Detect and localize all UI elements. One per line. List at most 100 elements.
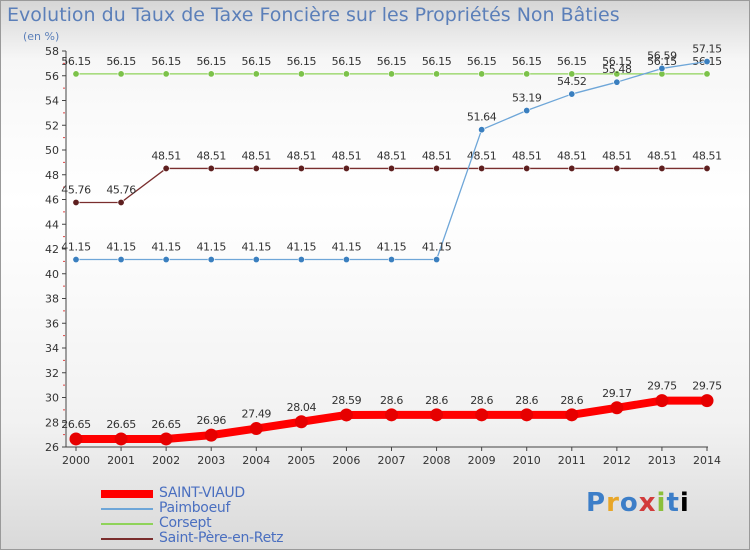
data-label-corsept: 56.15 (106, 55, 136, 68)
data-point-paimboeuf (252, 256, 260, 264)
y-tick-label: 52 (45, 119, 59, 132)
data-point-paimboeuf (703, 58, 711, 66)
data-point-saint-p-re-en-retz (613, 164, 621, 172)
y-tick-label: 42 (45, 243, 59, 256)
data-point-paimboeuf (523, 107, 531, 115)
data-point-saint-p-re-en-retz (72, 198, 80, 206)
x-tick-label: 2006 (332, 454, 360, 467)
x-tick-label: 2007 (378, 454, 406, 467)
data-label-corsept: 56.15 (242, 55, 272, 68)
data-label-saint-viaud: 26.96 (196, 414, 226, 427)
data-label-saint-p-re-en-retz: 48.51 (151, 149, 181, 162)
legend-item-saint-viaud: SAINT-VIAUD (101, 486, 283, 501)
data-label-corsept: 56.15 (61, 55, 91, 68)
data-point-paimboeuf (433, 256, 441, 264)
legend-swatch (101, 507, 153, 510)
data-label-saint-p-re-en-retz: 48.51 (557, 149, 587, 162)
x-tick-label: 2009 (468, 454, 496, 467)
x-tick-label: 2012 (603, 454, 631, 467)
data-point-saint-viaud (294, 415, 308, 429)
y-tick-label: 48 (45, 169, 59, 182)
x-tick-label: 2002 (152, 454, 180, 467)
data-point-corsept (297, 70, 305, 78)
data-label-saint-viaud: 29.17 (602, 387, 632, 400)
data-label-saint-viaud: 28.6 (380, 394, 403, 407)
data-label-paimboeuf: 57.15 (692, 43, 722, 56)
data-point-saint-p-re-en-retz (568, 164, 576, 172)
x-tick-label: 2004 (242, 454, 270, 467)
data-label-corsept: 56.15 (196, 55, 226, 68)
y-tick-label: 38 (45, 293, 59, 306)
legend-label: Paimboeuf (159, 500, 231, 516)
data-point-paimboeuf (117, 256, 125, 264)
data-label-saint-p-re-en-retz: 45.76 (61, 183, 91, 196)
data-point-saint-viaud (430, 408, 444, 422)
y-tick-label: 54 (45, 95, 59, 108)
data-point-saint-p-re-en-retz (703, 164, 711, 172)
data-label-saint-viaud: 28.6 (560, 394, 583, 407)
data-point-paimboeuf (207, 256, 215, 264)
data-label-paimboeuf: 55.48 (602, 63, 632, 76)
data-label-saint-viaud: 26.65 (61, 418, 91, 431)
y-tick-label: 30 (45, 392, 59, 405)
data-point-saint-p-re-en-retz (433, 164, 441, 172)
data-label-saint-p-re-en-retz: 48.51 (467, 149, 497, 162)
data-label-corsept: 56.15 (377, 55, 407, 68)
data-point-corsept (252, 70, 260, 78)
data-label-corsept: 56.15 (332, 55, 362, 68)
data-label-saint-viaud: 28.04 (287, 401, 317, 414)
data-label-corsept: 56.15 (151, 55, 181, 68)
data-label-paimboeuf: 41.15 (196, 241, 226, 254)
data-label-corsept: 56.15 (602, 55, 632, 68)
x-tick-label: 2005 (287, 454, 315, 467)
data-point-saint-viaud (339, 408, 353, 422)
data-point-paimboeuf (478, 126, 486, 134)
data-point-saint-viaud (385, 408, 398, 422)
data-label-paimboeuf: 54.52 (557, 75, 587, 88)
chart-title: Evolution du Taux de Taxe Foncière sur l… (7, 4, 620, 26)
data-label-corsept: 56.15 (467, 55, 497, 68)
x-tick-label: 2001 (107, 454, 135, 467)
data-label-saint-p-re-en-retz: 48.51 (647, 149, 677, 162)
data-point-corsept (207, 70, 215, 78)
legend-swatch (101, 537, 153, 540)
x-tick-label: 2003 (197, 454, 225, 467)
data-point-saint-viaud (655, 394, 669, 408)
data-label-saint-viaud: 27.49 (242, 408, 272, 421)
y-tick-label: 56 (45, 70, 59, 83)
data-label-saint-viaud: 28.59 (332, 394, 362, 407)
data-label-saint-p-re-en-retz: 48.51 (692, 149, 722, 162)
data-point-corsept (568, 70, 576, 78)
x-tick-label: 2010 (513, 454, 541, 467)
legend-item-corsept: Corsept (101, 516, 283, 531)
data-point-saint-p-re-en-retz (658, 164, 666, 172)
data-label-paimboeuf: 41.15 (106, 241, 136, 254)
y-tick-label: 44 (45, 218, 59, 231)
data-point-saint-viaud (565, 408, 579, 422)
data-point-corsept (72, 70, 80, 78)
data-point-paimboeuf (297, 256, 305, 264)
legend-label: Corsept (159, 515, 212, 531)
legend-label: Saint-Père-en-Retz (159, 530, 284, 546)
y-tick-label: 26 (45, 441, 59, 454)
data-point-saint-viaud (610, 401, 624, 415)
y-tick-label: 40 (45, 268, 59, 281)
y-tick-label: 36 (45, 317, 59, 330)
data-label-paimboeuf: 41.15 (242, 241, 272, 254)
data-label-corsept: 56.15 (647, 55, 677, 68)
data-label-saint-p-re-en-retz: 48.51 (242, 149, 272, 162)
legend-item-saint-p-re-en-retz: Saint-Père-en-Retz (101, 531, 283, 546)
data-label-paimboeuf: 51.64 (467, 111, 497, 124)
data-label-saint-p-re-en-retz: 48.51 (287, 149, 317, 162)
data-label-corsept: 56.15 (287, 55, 317, 68)
data-point-saint-viaud (249, 422, 263, 436)
legend-item-paimboeuf: Paimboeuf (101, 501, 283, 516)
data-label-paimboeuf: 41.15 (287, 241, 317, 254)
legend-label: SAINT-VIAUD (159, 485, 245, 501)
y-tick-label: 34 (45, 342, 59, 355)
data-label-paimboeuf: 41.15 (377, 241, 407, 254)
data-label-paimboeuf: 53.19 (512, 92, 542, 105)
data-point-saint-p-re-en-retz (252, 164, 260, 172)
data-point-corsept (342, 70, 350, 78)
data-point-saint-viaud (69, 432, 83, 446)
